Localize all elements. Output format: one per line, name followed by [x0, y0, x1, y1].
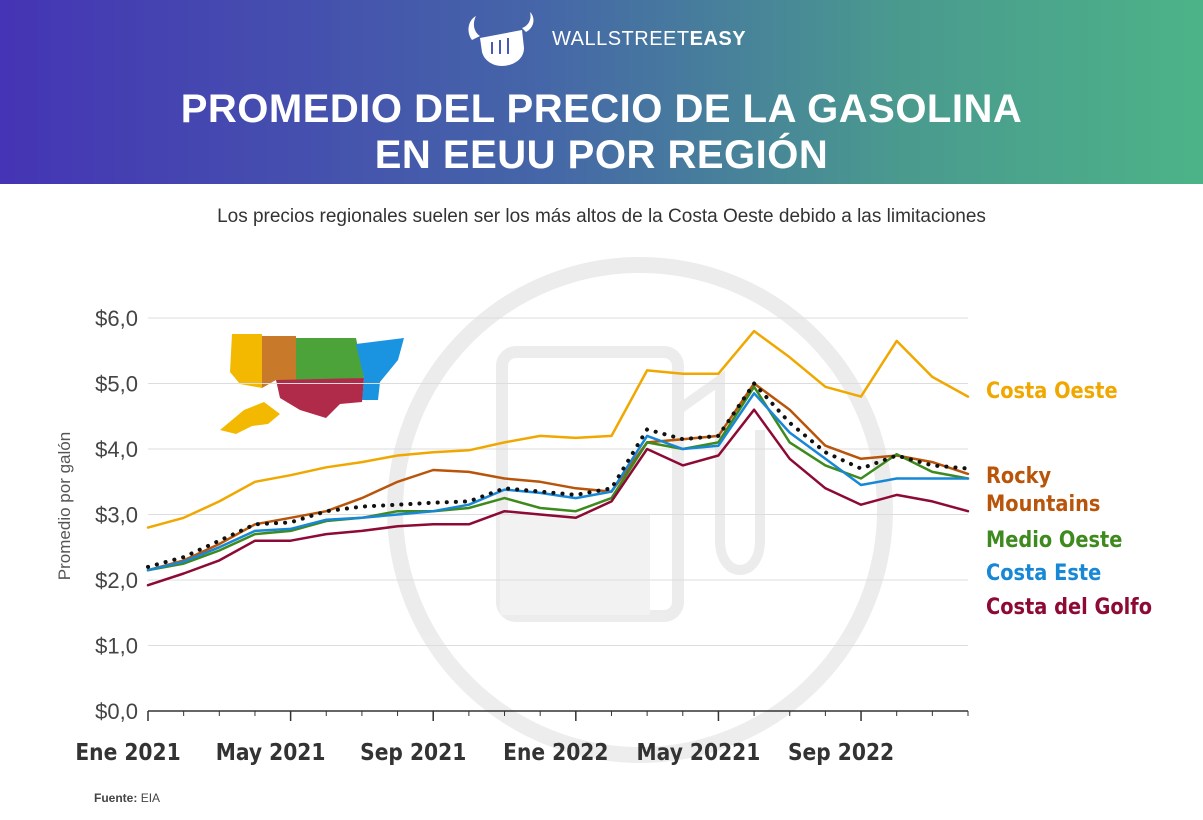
gas-pump-watermark-icon [387, 257, 893, 763]
series-line-medio-oeste [146, 385, 970, 572]
y-axis-title: Promedio por galón [55, 431, 74, 581]
chart-subtitle: Los precios regionales suelen ser los má… [217, 206, 986, 227]
us-regions-map [220, 334, 404, 434]
y-tick-label: $6,0 [95, 306, 138, 331]
series-line-costa-oeste [146, 329, 970, 529]
x-tick-label: Ene 2022 [503, 740, 608, 767]
x-tick-label: May 2021 [216, 740, 326, 767]
y-tick-label: $1,0 [95, 634, 138, 659]
x-tick-label: Ene 2021 [75, 740, 180, 767]
title-line-2: EN EEUU POR REGIÓN [374, 133, 829, 177]
legend-costa-oeste: Costa Oeste [986, 379, 1118, 404]
source-note: Fuente: EIA [94, 791, 161, 805]
legend-rocky-mountains: Rocky Mountains [986, 464, 1101, 517]
series-line-promedio [146, 381, 970, 569]
bull-fist-icon [468, 12, 534, 66]
y-tick-label: $0,0 [95, 699, 138, 724]
x-tick-label: Sep 2021 [360, 740, 466, 767]
series-line-rocky-mountains [146, 382, 970, 572]
legend-medio-oeste: Medio Oeste [986, 528, 1123, 553]
brand-name: WALLSTREETEASY [552, 28, 747, 50]
series-line-costa-del-golfo [146, 408, 970, 587]
y-tick-label: $3,0 [95, 503, 138, 528]
legend-costa-este: Costa Este [986, 561, 1102, 586]
x-tick-label: May 20221 [637, 740, 761, 767]
series-line-costa-este [146, 392, 970, 572]
x-tick-label: Sep 2022 [788, 740, 894, 767]
y-tick-label: $4,0 [95, 437, 138, 462]
legend-costa-del-golfo: Costa del Golfo [986, 595, 1153, 620]
title-line-1: PROMEDIO DEL PRECIO DE LA GASOLINA [180, 87, 1023, 131]
page-title: PROMEDIO DEL PRECIO DE LA GASOLINA EN EE… [0, 86, 1203, 178]
header-banner: WALLSTREETEASY PROMEDIO DEL PRECIO DE LA… [0, 0, 1203, 184]
brand-logo: WALLSTREETEASY [462, 10, 762, 70]
y-tick-label: $2,0 [95, 568, 138, 593]
y-tick-label: $5,0 [95, 372, 138, 397]
